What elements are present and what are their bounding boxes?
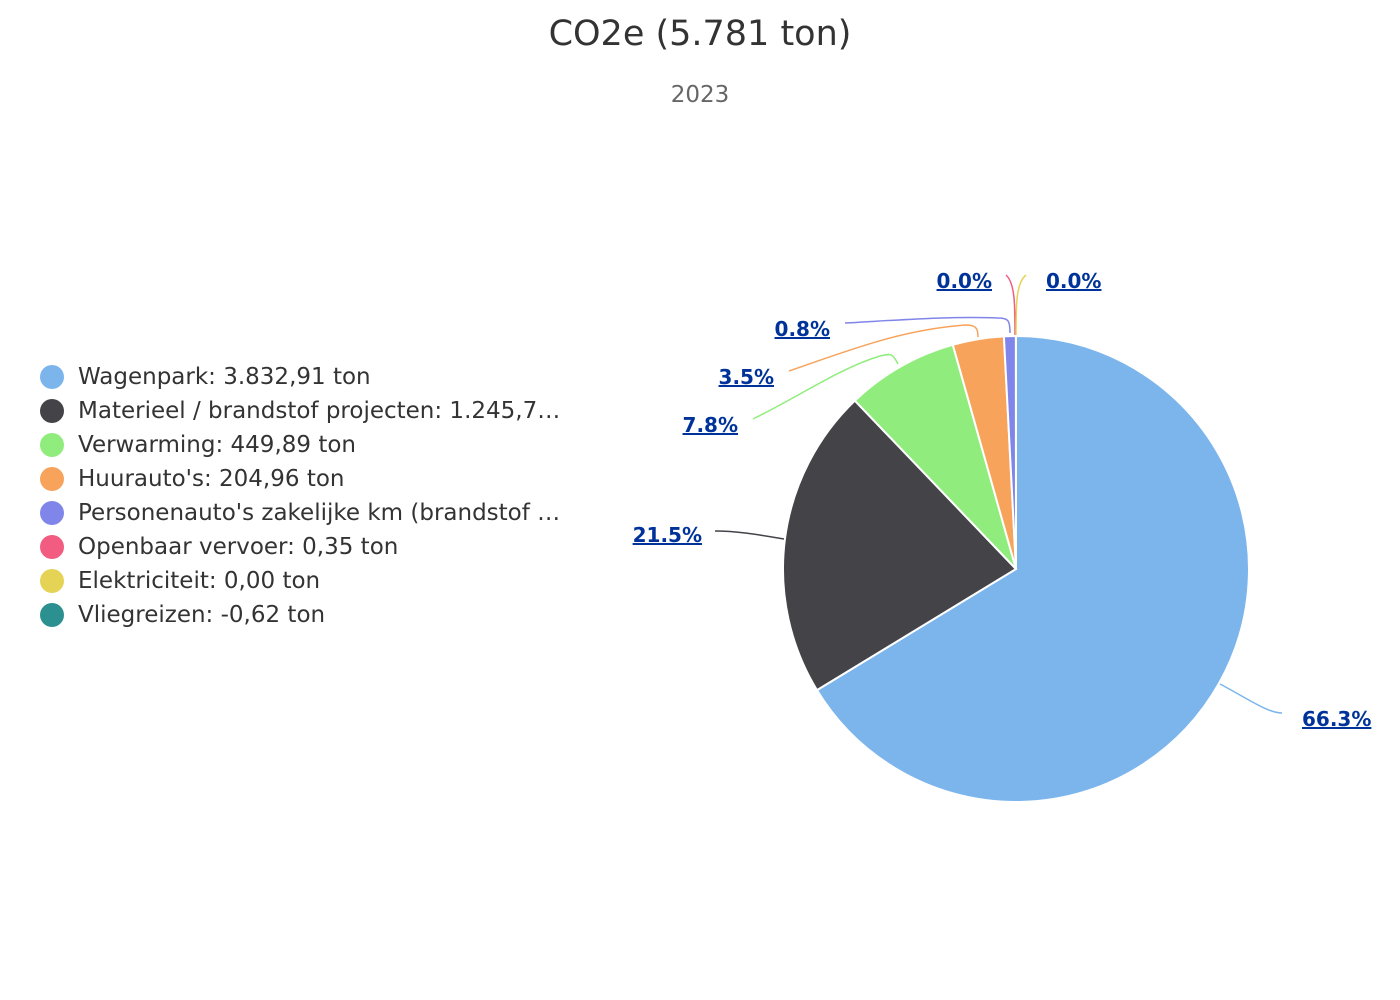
data-labels: 66.3% 21.5% 7.8% 3.5%0.8% 0.0% 0.0% (633, 269, 1372, 731)
connector-line (1219, 683, 1283, 714)
legend-symbol (40, 365, 64, 389)
legend-item-wagenpark[interactable]: Wagenpark: 3.832,91 ton (40, 360, 600, 394)
connector-line (844, 316, 1011, 334)
label-connectors (714, 274, 1283, 714)
pie-slice-wagenpark[interactable] (815, 334, 1250, 803)
legend: Wagenpark: 3.832,91 ton Materieel / bran… (40, 360, 600, 632)
legend-symbol (40, 535, 64, 559)
data-label[interactable]: 3.5% (719, 365, 774, 389)
chart-subtitle: 2023 (670, 82, 730, 108)
data-label[interactable]: 0.0% (937, 269, 992, 293)
connector-line (788, 324, 979, 372)
legend-symbol (40, 399, 64, 423)
legend-symbol (40, 603, 64, 627)
data-label[interactable]: 7.8% (683, 413, 738, 437)
pie-slice-materieel-brandstof-projecten[interactable] (782, 399, 1018, 692)
connector-line (1005, 274, 1016, 336)
legend-item-huurautos[interactable]: Huurauto's: 204,96 ton (40, 462, 600, 496)
data-label[interactable]: 0.0% (1046, 269, 1101, 293)
data-label[interactable]: 66.3% (1302, 707, 1371, 731)
legend-item-elektriciteit[interactable]: Elektriciteit: 0,00 ton (40, 564, 600, 598)
legend-item-vliegreizen[interactable]: Vliegreizen: -0,62 ton (40, 598, 600, 632)
legend-symbol (40, 467, 64, 491)
data-label[interactable]: 0.8% (775, 317, 830, 341)
legend-symbol (40, 569, 64, 593)
pie-slice-verwarming[interactable] (853, 343, 1017, 570)
connector-line (1015, 274, 1027, 336)
legend-item-verwarming[interactable]: Verwarming: 449,89 ton (40, 428, 600, 462)
legend-item-personenautos[interactable]: Personenauto's zakelijke km (brandstof … (40, 496, 600, 530)
chart-title: CO2e (5.781 ton) (548, 14, 852, 54)
connector-line (752, 353, 899, 420)
legend-symbol (40, 501, 64, 525)
connector-line (714, 530, 785, 540)
legend-item-openbaar-vervoer[interactable]: Openbaar vervoer: 0,35 ton (40, 530, 600, 564)
legend-symbol (40, 433, 64, 457)
data-label[interactable]: 21.5% (633, 523, 702, 547)
legend-item-materieel[interactable]: Materieel / brandstof projecten: 1.245,7… (40, 394, 600, 428)
pie-slices (782, 334, 1250, 803)
